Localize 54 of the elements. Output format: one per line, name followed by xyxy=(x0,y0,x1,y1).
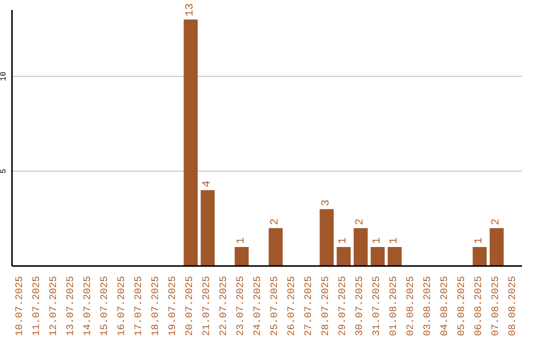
data-label: 1 xyxy=(236,237,248,244)
x-tick-label: 11.07.2025 xyxy=(32,276,43,336)
x-tick-label: 29.07.2025 xyxy=(338,276,349,336)
x-tick-label: 07.08.2025 xyxy=(491,276,502,336)
x-tick-label: 25.07.2025 xyxy=(270,276,281,336)
x-tick-label: 04.08.2025 xyxy=(440,276,451,336)
x-tick-label: 31.07.2025 xyxy=(372,276,383,336)
x-tick-label: 30.07.2025 xyxy=(355,276,366,336)
y-tick-label: 10 xyxy=(0,71,8,82)
x-tick-label: 28.07.2025 xyxy=(321,276,332,336)
bar xyxy=(388,247,402,266)
bar xyxy=(370,247,385,266)
bar xyxy=(268,228,283,266)
x-tick-label: 02.08.2025 xyxy=(406,276,417,336)
data-label: 1 xyxy=(388,237,401,244)
x-tick-label: 01.08.2025 xyxy=(389,276,400,336)
x-tick-label: 20.07.2025 xyxy=(185,276,196,336)
x-tick-label: 15.07.2025 xyxy=(100,276,111,336)
x-tick-label: 22.07.2025 xyxy=(219,276,230,336)
x-tick-label: 16.07.2025 xyxy=(117,276,128,336)
x-tick-label: 10.07.2025 xyxy=(15,276,26,336)
data-label: 4 xyxy=(202,180,214,188)
x-tick-label: 14.07.2025 xyxy=(83,276,94,336)
x-tick-label: 18.07.2025 xyxy=(151,276,162,336)
bar xyxy=(320,209,334,266)
bar xyxy=(184,19,198,266)
x-tick-label: 13.07.2025 xyxy=(66,276,77,336)
x-tick-label: 12.07.2025 xyxy=(49,276,60,336)
bar xyxy=(354,228,368,266)
x-tick-label: 19.07.2025 xyxy=(168,276,179,336)
data-label: 2 xyxy=(490,218,503,226)
x-tick-label: 17.07.2025 xyxy=(134,276,145,336)
data-label: 3 xyxy=(320,200,333,206)
data-label: 2 xyxy=(354,218,367,226)
data-label: 1 xyxy=(372,237,384,244)
x-tick-label: 26.07.2025 xyxy=(287,276,298,336)
bar xyxy=(472,247,487,266)
x-tick-label: 06.08.2025 xyxy=(474,276,485,336)
x-tick-label: 05.08.2025 xyxy=(457,276,468,336)
x-tick-label: 03.08.2025 xyxy=(423,276,434,336)
bar xyxy=(336,247,351,266)
data-label: 1 xyxy=(338,237,350,244)
bar xyxy=(234,247,249,266)
data-label: 2 xyxy=(270,218,282,226)
bar xyxy=(200,190,215,266)
x-tick-label: 21.07.2025 xyxy=(202,276,213,336)
y-tick-label: 5 xyxy=(0,168,8,174)
data-label: 1 xyxy=(474,237,486,244)
x-tick-label: 08.08.2025 xyxy=(508,276,519,336)
x-tick-label: 23.07.2025 xyxy=(236,276,247,336)
bar xyxy=(490,228,504,266)
data-label: 13 xyxy=(184,3,197,16)
x-tick-label: 27.07.2025 xyxy=(304,276,315,336)
x-tick-label: 24.07.2025 xyxy=(253,276,264,336)
